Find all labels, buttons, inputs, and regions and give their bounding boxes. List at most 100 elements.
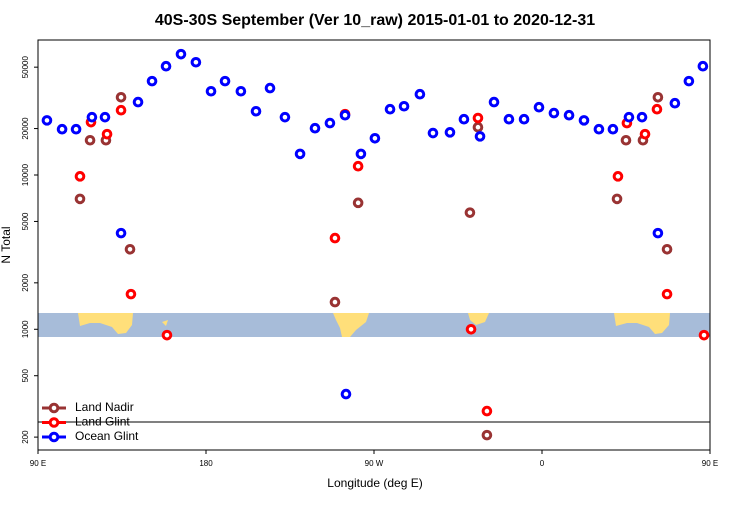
point [414,88,426,100]
point [70,123,82,135]
point [458,113,470,125]
point [329,232,341,244]
point [339,109,351,121]
y-tick-label: 50000 [21,55,30,78]
point [652,91,664,103]
point [115,227,127,239]
point [652,227,664,239]
legend-label: Ocean Glint [75,429,139,443]
point [264,82,276,94]
point [115,91,127,103]
x-tick-label: 180 [199,459,213,468]
point [324,117,336,129]
y-tick-label: 500 [21,368,30,382]
point [175,48,187,60]
point [639,128,651,140]
point [205,85,217,97]
legend-label: Land Glint [75,415,130,429]
point [481,405,493,417]
legend-label: Land Nadir [75,400,134,414]
point [683,75,695,87]
point [352,197,364,209]
point [84,134,96,146]
point [474,131,486,142]
point [661,288,673,300]
point [620,134,632,146]
land [468,313,489,325]
point [355,148,367,160]
point [160,60,172,72]
x-tick-label: 90 E [30,459,46,468]
y-tick-label: 1000 [21,320,30,338]
legend-marker [48,402,60,414]
point [503,113,515,125]
point [279,111,291,123]
point [329,296,341,308]
point [427,127,439,139]
chart-title: 40S-30S September (Ver 10_raw) 2015-01-0… [155,12,595,29]
point [472,112,484,124]
point [612,171,624,182]
point [369,132,381,144]
legend-marker [48,417,60,428]
point [548,107,560,119]
point [593,123,605,135]
x-tick-label: 90 W [365,459,384,468]
x-axis-label: Longitude (deg E) [327,476,422,490]
point [235,85,247,97]
point [465,323,477,335]
y-tick-label: 20000 [21,117,30,140]
point [132,96,144,108]
point [669,97,681,109]
point [294,148,306,160]
map-strip [38,313,710,337]
point [661,243,673,255]
point [481,429,493,441]
point [74,193,86,205]
point [41,115,53,126]
point [161,329,173,341]
point [563,109,575,121]
x-tick-label: 0 [540,459,545,468]
y-tick-label: 10000 [21,163,30,186]
point [697,60,709,72]
point [607,123,619,135]
point [464,207,476,218]
land [333,313,369,337]
y-tick-label: 5000 [21,212,30,230]
y-tick-label: 200 [21,430,30,444]
point [309,122,321,134]
point [398,100,410,112]
point [250,105,262,117]
point [636,111,648,123]
point [533,101,545,113]
point [74,171,86,182]
land [78,313,133,334]
point [578,115,590,126]
legend-marker [48,431,60,443]
point [86,111,98,123]
point [611,193,623,205]
point [146,75,158,87]
point [488,96,500,108]
point [698,329,710,341]
x-tick-label: 90 E [702,459,718,468]
point [125,288,137,300]
y-axis-label: N Total [0,226,13,263]
point [651,103,663,115]
point [384,103,396,115]
point [56,123,68,135]
land [162,320,168,326]
point [124,243,136,255]
ocean-band [38,313,710,337]
point [472,121,484,133]
point [623,111,635,123]
point [444,127,456,138]
point [99,111,111,123]
land [614,313,670,334]
point [340,388,352,400]
point [518,113,530,125]
point [352,160,364,172]
point [101,128,113,140]
